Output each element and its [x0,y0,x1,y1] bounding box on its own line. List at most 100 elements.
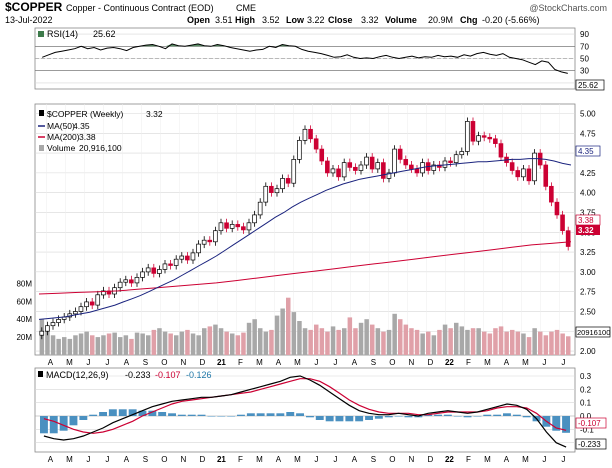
x-axis-label: A [352,455,358,464]
price-legend-value: 3.32 [146,109,163,119]
volume-bar [263,331,269,355]
macd-histogram-bar [286,412,295,416]
x-axis-label: 22 [445,455,454,464]
volume-tick-label: 40M [16,315,32,324]
macd-series [40,375,570,448]
volume-bar [162,331,168,355]
close-value: 3.32 [361,15,379,25]
volume-bar [448,328,453,355]
volume-bar [342,328,347,355]
open-label: Open [187,15,210,25]
volume-tag [575,326,611,338]
x-axis-label: 21 [217,455,226,464]
x-axis-label: N [409,358,415,367]
volume-bar [325,331,330,355]
candle-body [369,156,375,170]
price-tick-label: 4.25 [580,169,596,178]
x-axis-label: M [294,358,301,367]
low-value: 3.22 [307,15,325,25]
close-label: Close [328,15,353,25]
macd-histogram-bar [227,416,236,417]
volume-bar [67,338,73,355]
candle-body [560,214,565,232]
x-axis-label: J [105,358,109,367]
candle-body [353,166,358,171]
chg-value: -0.20 (-5.66%) [482,15,540,25]
candle-body [274,188,280,194]
macd-histogram-bar [443,414,452,416]
candle-body [554,201,560,216]
candle-body [168,263,173,266]
candle-body [470,121,476,142]
x-axis-label: N [181,358,187,367]
candle-body [123,279,129,283]
x-axis-label: 22 [445,358,454,367]
volume-bar [129,338,134,355]
candle-body [229,224,235,229]
ma200-legend-label: MA(200) [47,132,80,142]
open-value: 3.51 [215,15,233,25]
candle-body [381,162,386,179]
candle-body [532,152,537,182]
volume-bar [90,335,95,355]
macd-histogram-bar [138,410,147,416]
chart-date: 13-Jul-2022 [5,15,53,25]
x-axis-label: J [86,455,90,464]
rsi-legend-value: 25.62 [93,29,116,39]
x-axis-label: F [238,358,243,367]
close-tag-text: 3.32 [578,226,594,235]
x-axis-label: J [561,455,565,464]
x-axis-label: M [294,455,301,464]
macd-histogram-bar [128,409,137,416]
candle-body [269,185,274,193]
candle-body [235,224,241,228]
macd-tick-label: 0.3 [580,372,592,381]
candle-body [453,154,459,163]
x-axis-label: F [466,358,471,367]
volume-bar [515,331,521,355]
price-tick-label: 2.75 [580,288,596,297]
macd-histogram-bar [40,416,48,434]
volume-bar [207,326,213,355]
volume-bar [84,331,89,355]
volume-tick-label: 80M [16,279,32,288]
x-axis-label: M [66,455,73,464]
volume-bar [437,329,442,355]
volume-label: Volume [385,15,417,25]
x-axis-label: J [314,455,318,464]
rsi-tick-label: 30 [580,67,589,76]
volume-bar [347,317,353,355]
candle-body [291,159,297,184]
chg-label: Chg [460,15,478,25]
candle-body [73,311,78,315]
volume-bar [185,329,190,355]
macd-histogram-bar [187,414,196,416]
candle-body [364,156,369,166]
volume-bar [353,328,358,355]
macd-histogram-bar [99,412,107,416]
candle-body [336,168,341,178]
volume-bar [235,335,241,355]
candle-body [185,255,190,261]
macd-histogram-bar [168,413,176,416]
macd-histogram-bar [197,414,206,416]
macd-histogram-bar [424,414,433,416]
volume-bar [549,331,554,355]
volume-bar [95,337,101,355]
x-axis-label: O [389,455,395,464]
volume-bar [442,324,448,355]
candle-body [140,271,145,278]
volume-bar [286,297,291,355]
macd-histogram-bar [384,416,393,418]
macd-histogram-bar [207,416,216,417]
rsi-series [42,43,568,74]
x-axis-label: A [352,358,358,367]
candle-body [498,143,504,158]
close-tag [576,225,600,235]
x-axis-label: J [86,358,90,367]
ma50-legend-value: 4.35 [73,121,90,131]
macd-legend-swatch [38,371,43,377]
volume-bar [330,326,336,355]
symbol-description: Copper - Continuous Contract (EOD) [66,3,214,13]
volume-bar [538,331,543,355]
